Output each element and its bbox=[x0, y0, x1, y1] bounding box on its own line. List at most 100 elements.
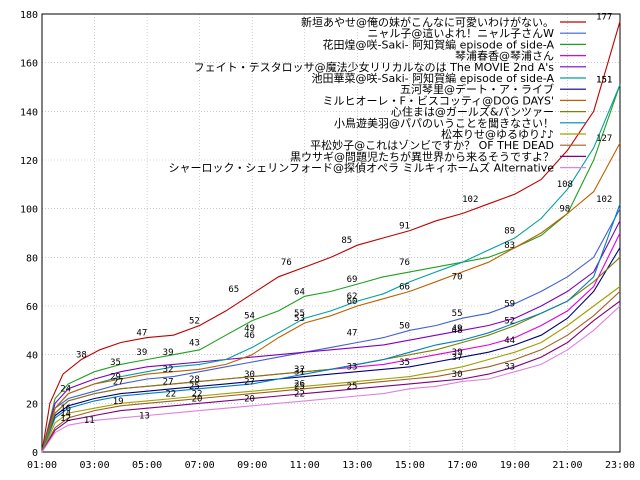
data-label: 22 bbox=[192, 389, 203, 399]
data-label: 55 bbox=[452, 309, 463, 319]
data-label: 38 bbox=[76, 351, 87, 361]
data-label: 49 bbox=[452, 324, 463, 334]
legend-label-10: 小鳥遊美羽@パパのいうことを聞きなさい！ bbox=[334, 116, 554, 130]
legend-label-7: 五河琴里@デート・ア・ライブ bbox=[400, 82, 554, 96]
y-tick-label: 100 bbox=[20, 205, 38, 216]
series-lines bbox=[41, 21, 621, 453]
x-tick-label: 01:00 bbox=[27, 460, 57, 471]
data-label: 25 bbox=[294, 382, 305, 392]
legend-label-14: シャーロック・シェリンフォード@探偵オペラ ミルキィホームズ Alternati… bbox=[169, 161, 555, 175]
y-tick-label: 80 bbox=[26, 253, 38, 264]
data-label: 69 bbox=[347, 275, 358, 285]
data-label: 39 bbox=[163, 348, 174, 358]
y-tick-label: 60 bbox=[26, 302, 38, 313]
data-label: 50 bbox=[399, 321, 410, 331]
y-tick-label: 40 bbox=[26, 351, 38, 362]
data-label: 35 bbox=[399, 358, 410, 368]
legend-label-8: ミルヒオーレ・F・ビスコッティ@DOG DAYS' bbox=[323, 94, 555, 107]
y-tick-label: 120 bbox=[20, 156, 38, 167]
data-label: 76 bbox=[281, 258, 292, 268]
data-label: 127 bbox=[596, 134, 612, 144]
data-label: 89 bbox=[504, 226, 515, 236]
data-label: 98 bbox=[559, 205, 570, 215]
data-label: 91 bbox=[399, 222, 410, 232]
series-line-14 bbox=[41, 305, 621, 453]
data-label: 46 bbox=[244, 331, 255, 341]
data-label: 26 bbox=[294, 380, 305, 390]
legend-label-9: 心住まは@ガールズ&パンツァー bbox=[391, 105, 554, 119]
series-line-5 bbox=[41, 220, 621, 453]
data-label: 37 bbox=[452, 353, 463, 363]
data-label: 39 bbox=[452, 348, 463, 358]
data-label: 59 bbox=[504, 299, 515, 309]
data-label: 27 bbox=[163, 377, 174, 387]
series-line-1 bbox=[41, 21, 621, 453]
data-label: 20 bbox=[192, 394, 203, 404]
x-tick-label: 15:00 bbox=[395, 460, 425, 471]
legend-label-13: 黒ウサギ@問題児たちが異世界から来るそうですよ？ bbox=[290, 149, 554, 163]
data-label: 33 bbox=[347, 363, 358, 373]
data-label: 31 bbox=[294, 368, 305, 378]
data-label: 29 bbox=[110, 372, 121, 382]
data-label: 151 bbox=[596, 76, 612, 86]
series-line-2 bbox=[41, 208, 621, 453]
data-label: 54 bbox=[244, 312, 255, 322]
data-label: 47 bbox=[347, 329, 358, 339]
series-line-6 bbox=[41, 84, 621, 453]
legend: 新垣あやせ@俺の妹がこんなに可愛いわけがない。ニャル子@這いよれ！ニャル子さんW… bbox=[169, 15, 586, 175]
data-label: 20 bbox=[244, 394, 255, 404]
legend-label-3: 花田煌@咲-Saki- 阿知賀編 episode of side-A bbox=[323, 37, 555, 51]
series-line-9 bbox=[41, 256, 621, 453]
data-label: 66 bbox=[399, 282, 410, 292]
series-line-10 bbox=[41, 203, 621, 453]
series-line-13 bbox=[41, 300, 621, 453]
data-label: 32 bbox=[163, 365, 174, 375]
data-label: 25 bbox=[347, 382, 358, 392]
x-tick-label: 19:00 bbox=[500, 460, 530, 471]
x-axis-ticks: 01:00 03:00 05:00 07:00 09:00 11:00 13:00 15:00… bbox=[27, 460, 635, 471]
y-tick-label: 160 bbox=[20, 59, 38, 70]
data-label: 19 bbox=[113, 397, 124, 407]
data-label: 177 bbox=[596, 12, 612, 22]
x-tick-label: 17:00 bbox=[447, 460, 477, 471]
data-label: 102 bbox=[462, 195, 478, 205]
data-label: 76 bbox=[399, 258, 410, 268]
data-label: 27 bbox=[113, 377, 124, 387]
x-tick-label: 23:00 bbox=[605, 460, 635, 471]
legend-label-6: 池田華菜@咲-Saki- 阿知賀編 episode of side-A bbox=[312, 71, 555, 85]
y-tick-label: 180 bbox=[20, 10, 38, 21]
legend-label-1: 新垣あやせ@俺の妹がこんなに可愛いわけがない。 bbox=[301, 15, 554, 29]
data-label: 22 bbox=[165, 389, 176, 399]
legend-label-5: フェイト・テスタロッサ@魔法少女リリカルなのは The MOVIE 2nd A'… bbox=[194, 60, 555, 74]
x-tick-label: 07:00 bbox=[185, 460, 215, 471]
data-label: 65 bbox=[228, 285, 239, 295]
data-label: 27 bbox=[244, 377, 255, 387]
x-tick-label: 11:00 bbox=[290, 460, 320, 471]
data-label: 24 bbox=[60, 385, 71, 395]
series-line-11 bbox=[41, 286, 621, 453]
data-label: 22 bbox=[294, 389, 305, 399]
legend-label-11: 松本りせ@ゆるゆり♪♪ bbox=[441, 127, 554, 141]
legend-label-12: 平松妙子@これはゾンビですか？ OF THE DEAD bbox=[310, 138, 554, 152]
y-tick-label: 140 bbox=[20, 107, 38, 118]
legend-label-2: ニャル子@這いよれ！ニャル子さんW bbox=[367, 26, 554, 40]
data-label: 47 bbox=[136, 329, 147, 339]
data-label: 102 bbox=[596, 195, 612, 205]
data-label: 52 bbox=[504, 316, 515, 326]
data-label: 39 bbox=[136, 348, 147, 358]
data-label: 32 bbox=[294, 365, 305, 375]
data-label: 55 bbox=[294, 309, 305, 319]
data-label: 43 bbox=[189, 338, 200, 348]
data-label: 30 bbox=[244, 370, 255, 380]
data-label: 52 bbox=[189, 316, 200, 326]
data-label: 16 bbox=[60, 404, 71, 414]
data-label: 70 bbox=[452, 273, 463, 283]
y-tick-label: 0 bbox=[32, 448, 38, 459]
data-label: 28 bbox=[189, 375, 200, 385]
y-axis-ticks: 0 20 40 60 80 100 120 140 160 180 bbox=[20, 10, 38, 459]
data-labels: 38 47 52 65 76 85 91 102 177 39 43 54 64 69 76 89 151 47 5… bbox=[60, 12, 612, 426]
grid bbox=[42, 14, 620, 452]
data-label: 33 bbox=[504, 363, 515, 373]
data-label: 13 bbox=[139, 411, 150, 421]
